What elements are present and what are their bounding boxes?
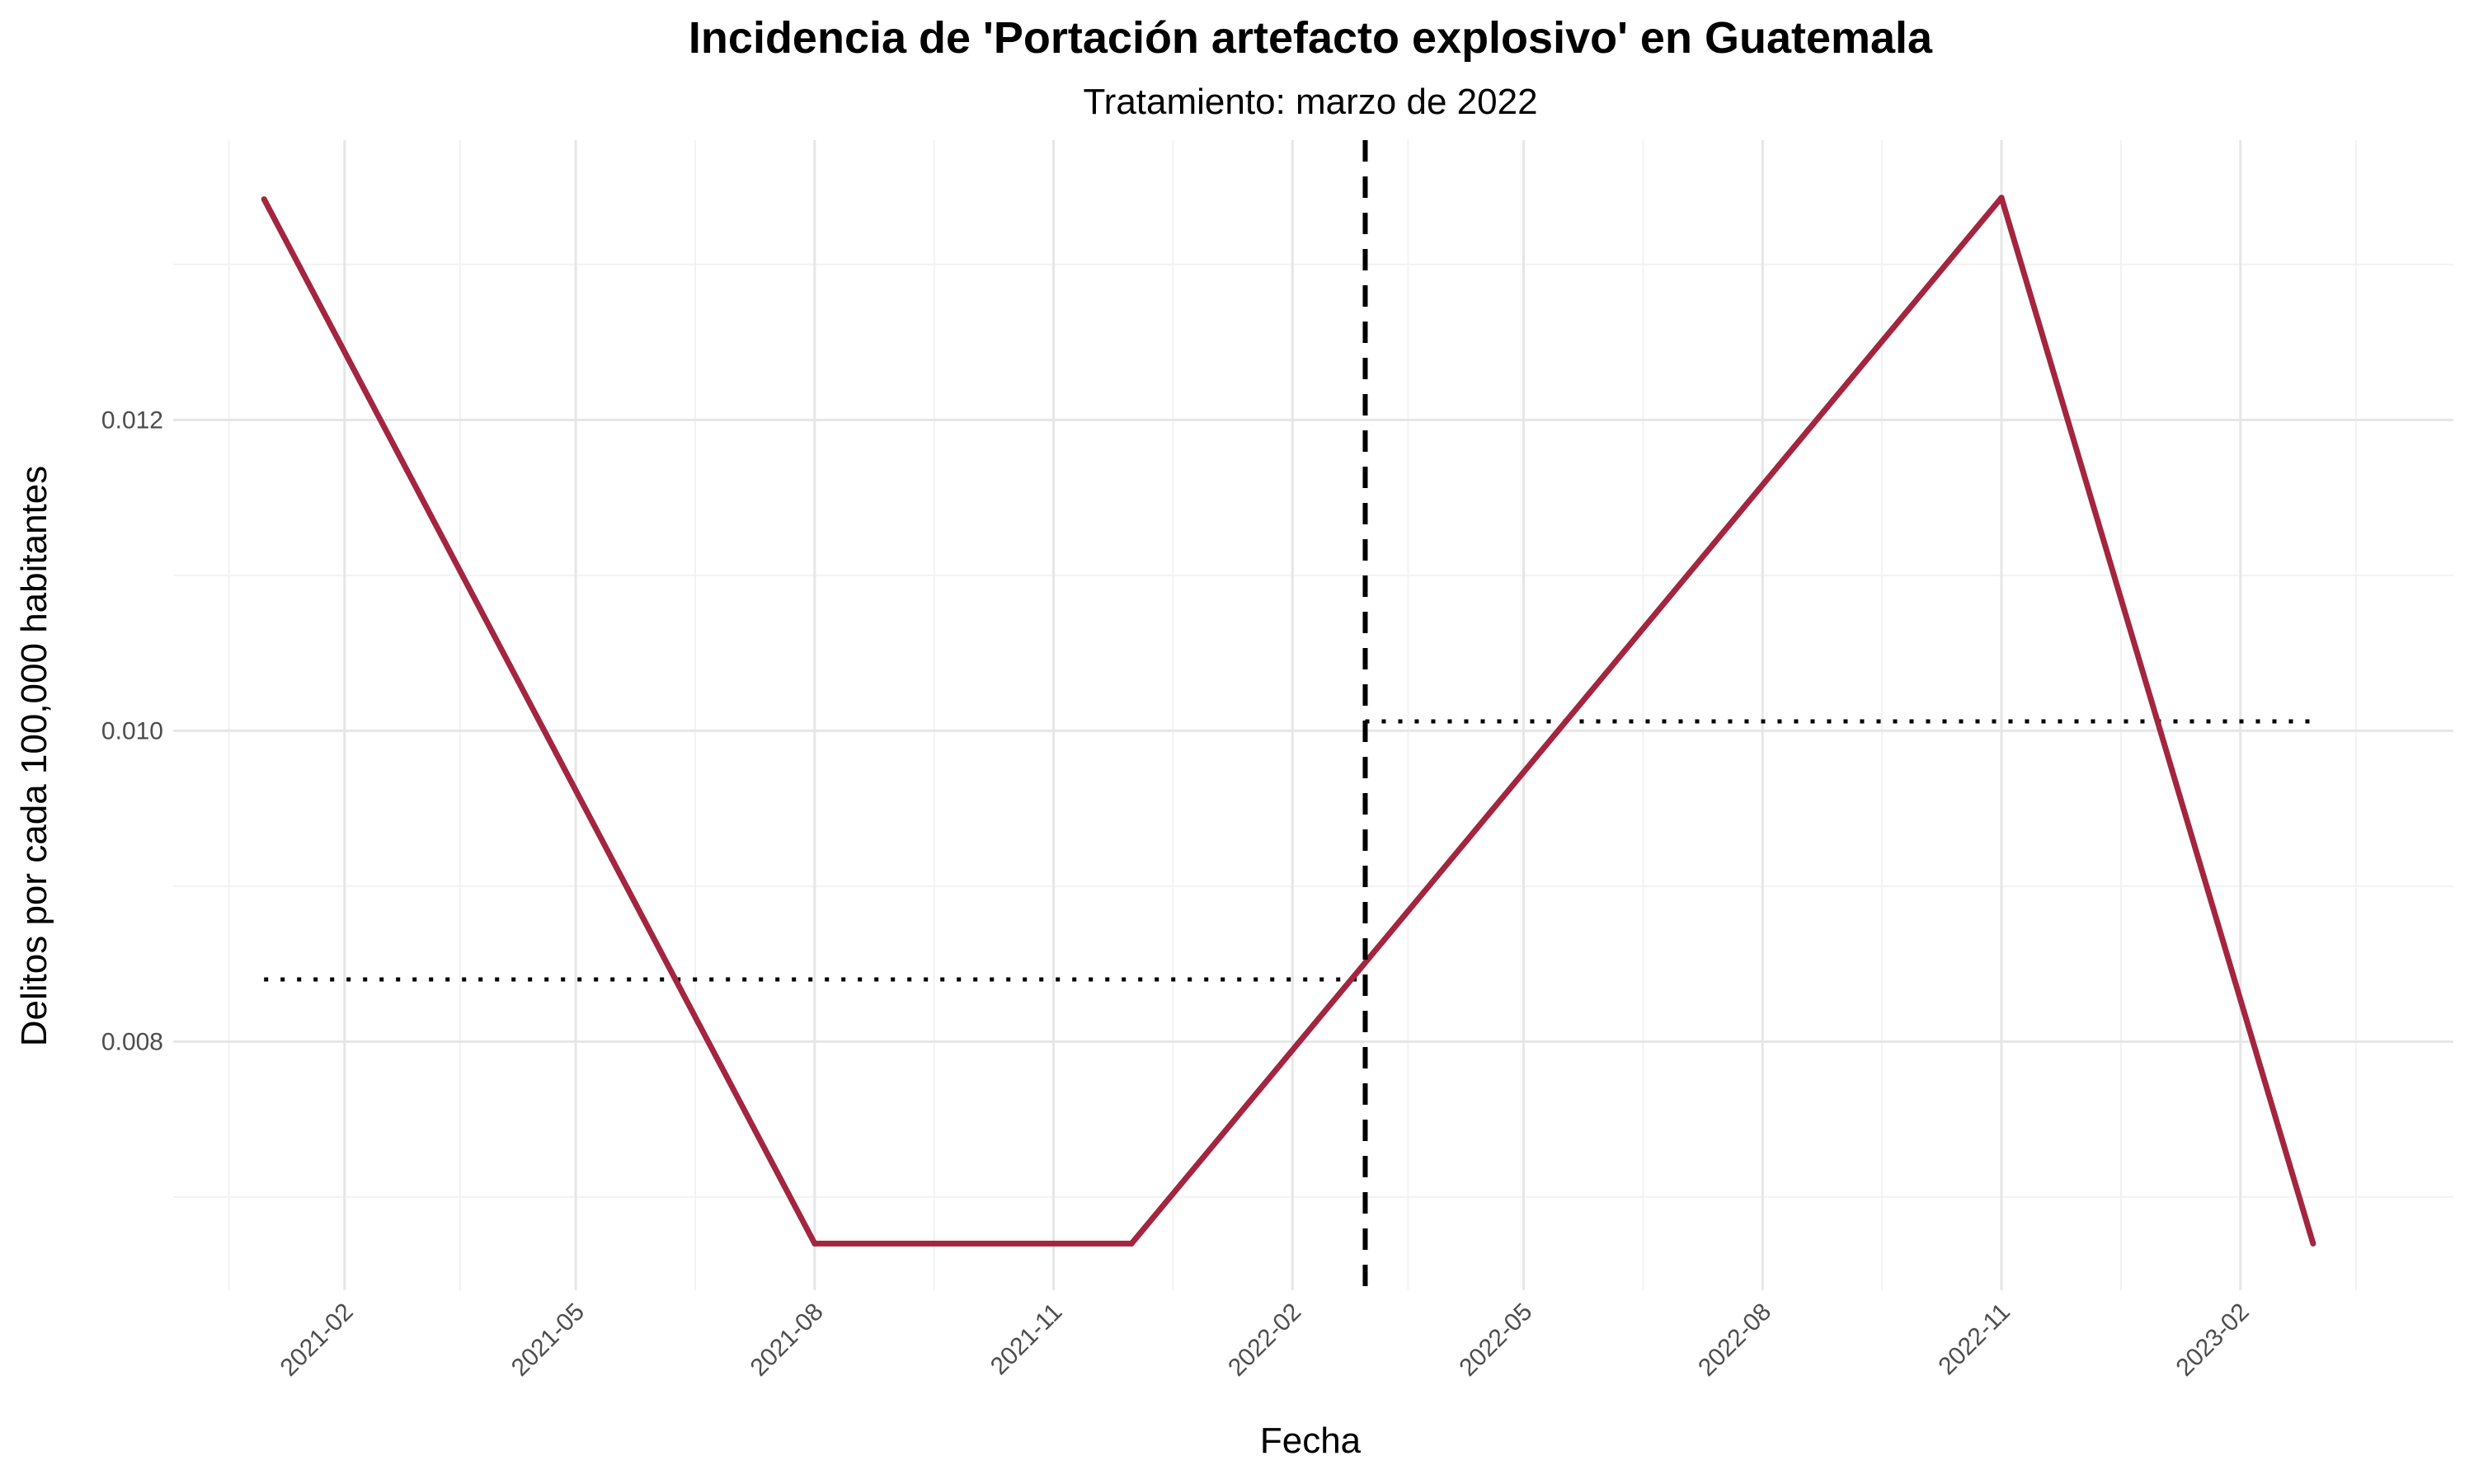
mean-lines xyxy=(264,719,2313,982)
data-point xyxy=(2310,1240,2316,1247)
y-tick-label: 0.008 xyxy=(101,1028,163,1055)
chart-title: Incidencia de 'Portación artefacto explo… xyxy=(689,13,1933,63)
x-tick-label: 2022-05 xyxy=(1454,1298,1537,1382)
x-tick-label: 2021-08 xyxy=(745,1298,829,1382)
x-tick-label: 2022-02 xyxy=(1223,1298,1306,1382)
x-tick-label: 2023-02 xyxy=(2171,1298,2255,1382)
x-tick-label: 2022-08 xyxy=(1693,1298,1776,1382)
data-point xyxy=(811,1240,818,1247)
x-tick-label: 2021-02 xyxy=(275,1298,359,1382)
series-line xyxy=(261,195,2316,1247)
data-point xyxy=(261,196,267,203)
y-axis-title: Delitos por cada 100,000 habitantes xyxy=(14,466,54,1047)
major-gridlines xyxy=(173,140,2453,1290)
series-layer xyxy=(261,195,2316,1247)
x-tick-label: 2021-11 xyxy=(985,1298,1068,1381)
y-axis-ticks: 0.008 0.010 0.012 xyxy=(101,406,163,1055)
chart-subtitle: Tratamiento: marzo de 2022 xyxy=(1083,82,1537,122)
y-tick-label: 0.010 xyxy=(101,717,163,744)
y-tick-label: 0.012 xyxy=(101,406,163,434)
data-point xyxy=(1998,195,2005,201)
data-point xyxy=(1128,1240,1135,1247)
x-axis-ticks: 2021-02 2021-05 2021-08 2021-11 2022-02 2022-… xyxy=(275,1298,2255,1382)
minor-gridlines xyxy=(173,140,2453,1290)
x-axis-title: Fecha xyxy=(1260,1421,1362,1461)
x-tick-label: 2022-11 xyxy=(1933,1298,2015,1381)
x-tick-label: 2021-05 xyxy=(506,1298,590,1382)
